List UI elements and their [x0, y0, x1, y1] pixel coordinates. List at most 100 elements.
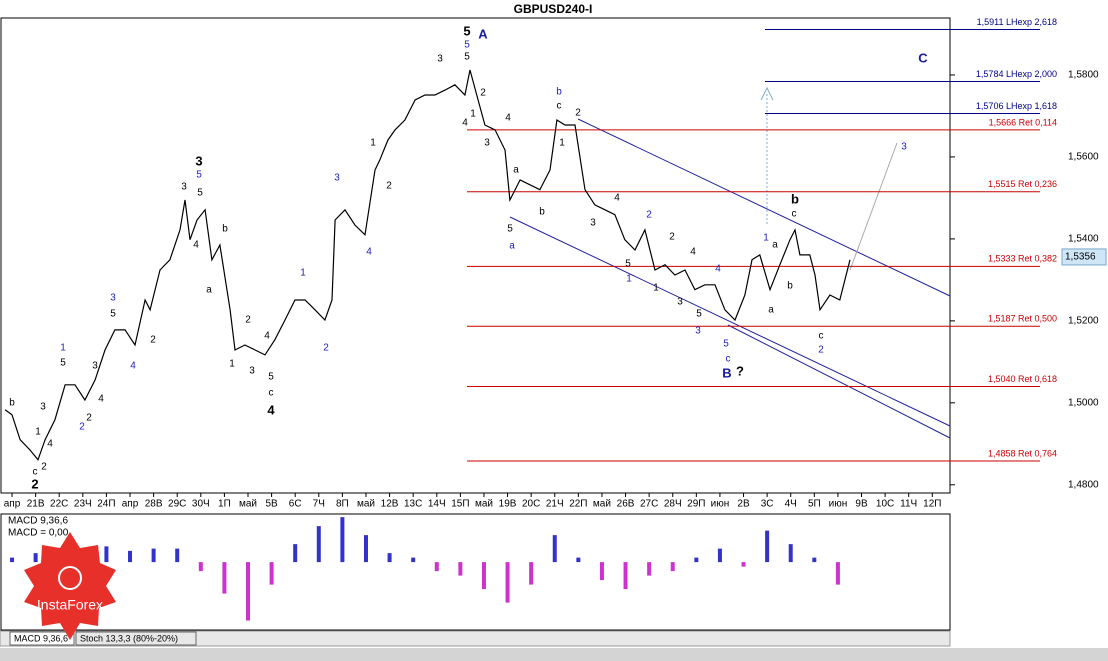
macd-bar — [33, 553, 38, 563]
macd-bar — [529, 562, 534, 585]
x-tick-label: 4Ч — [785, 499, 797, 510]
wave-label: 5 — [60, 358, 66, 369]
wave-label: 2 — [669, 232, 675, 243]
wave-label: 3 — [181, 182, 187, 193]
wave-label: 5 — [464, 52, 470, 63]
wave-label: b — [556, 87, 562, 98]
wave-label: 4 — [690, 247, 696, 258]
logo-badge — [24, 532, 116, 640]
chart-title: GBPUSD240-I — [514, 2, 593, 16]
macd-bar — [363, 535, 368, 563]
status-bar — [0, 648, 1108, 661]
x-tick-label: апр — [4, 499, 21, 510]
wave-label: b — [539, 207, 545, 218]
macd-bar — [812, 557, 817, 563]
x-tick-label: 27С — [640, 499, 658, 510]
x-tick-label: 28Ч — [664, 499, 682, 510]
x-tick-label: 15П — [451, 499, 469, 510]
macd-bar — [552, 535, 557, 563]
wave-label: 4 — [366, 247, 372, 258]
wave-label: 1 — [763, 233, 769, 244]
macd-bar — [576, 557, 581, 563]
x-tick-label: май — [475, 499, 493, 510]
macd-frame — [0, 513, 951, 631]
wave-label: 4 — [614, 193, 620, 204]
wave-label: 1 — [229, 359, 235, 370]
wave-label: 4 — [47, 439, 53, 450]
wave-label: 3 — [677, 297, 683, 308]
macd-bar — [269, 562, 274, 585]
wave-label: 4 — [264, 331, 270, 342]
wave-label: 3 — [334, 173, 340, 184]
x-tick-label: 23Ч — [74, 499, 92, 510]
x-tick-label: 5П — [808, 499, 821, 510]
macd-bar — [788, 544, 793, 563]
wave-label: 4 — [267, 402, 275, 417]
x-tick-label: 30Ч — [192, 499, 210, 510]
wave-label: 1 — [300, 268, 306, 279]
x-tick-label: июн — [711, 499, 730, 510]
wave-label: a — [513, 165, 519, 176]
macd-bar — [222, 562, 227, 594]
macd-bar — [340, 517, 345, 563]
tab-label[interactable]: Stoch 13,3,3 (80%-20%) — [80, 633, 178, 643]
y-tick-label: 1,5000 — [1068, 397, 1099, 408]
x-tick-label: 22П — [569, 499, 587, 510]
x-tick-label: 2В — [737, 499, 750, 510]
wave-label: 3 — [695, 326, 701, 337]
wave-label: 4 — [130, 361, 136, 372]
macd-bar — [670, 562, 675, 572]
logo-text: InstaForex — [37, 597, 103, 613]
wave-label: 4 — [715, 264, 721, 275]
x-tick-label: июн — [829, 499, 848, 510]
wave-label: 5 — [268, 372, 274, 383]
wave-label: 3 — [249, 366, 255, 377]
x-tick-label: 29П — [687, 499, 705, 510]
y-tick-label: 1,5400 — [1068, 234, 1099, 245]
macd-bar — [835, 562, 840, 585]
x-tick-label: 8П — [336, 499, 349, 510]
wave-label: 1 — [470, 109, 476, 120]
wave-label: 3 — [195, 153, 202, 168]
macd-bar — [175, 548, 180, 563]
macd-bar — [104, 546, 109, 563]
wave-label: B — [722, 365, 731, 380]
wave-label: 2 — [818, 345, 824, 356]
x-tick-label: 29С — [168, 499, 186, 510]
wave-label: b — [222, 224, 228, 235]
wave-label: 4 — [505, 113, 511, 124]
level-label: 1,5040 Ret 0,618 — [988, 374, 1057, 384]
wave-label: 1 — [35, 427, 41, 438]
wave-label: 4 — [462, 118, 468, 129]
y-tick-label: 1,5200 — [1068, 316, 1099, 327]
wave-label: 1 — [60, 343, 66, 354]
channel-line — [509, 216, 951, 427]
x-tick-label: 19В — [499, 499, 517, 510]
level-label: 1,5187 Ret 0,500 — [988, 314, 1057, 324]
x-tick-label: 7Ч — [313, 499, 325, 510]
wave-label: c — [269, 388, 274, 399]
wave-label: 5 — [625, 259, 631, 270]
x-tick-label: 28В — [145, 499, 163, 510]
x-tick-label: 10С — [876, 499, 894, 510]
macd-bar — [151, 548, 156, 563]
tab[interactable] — [9, 631, 75, 646]
wave-label: 5 — [196, 170, 202, 181]
wave-label: 2 — [323, 343, 329, 354]
y-tick-label: 1,5800 — [1068, 70, 1099, 81]
wave-label: 1 — [559, 138, 565, 149]
x-tick-label: 14Ч — [428, 499, 446, 510]
macd-bar — [10, 557, 15, 563]
macd-bar — [647, 562, 652, 576]
logo-icon — [58, 566, 82, 590]
tab-label[interactable]: MACD 9,36,6 — [14, 633, 68, 643]
wave-label: 5 — [463, 23, 470, 38]
macd-bar — [198, 562, 203, 572]
wave-label: c — [557, 101, 562, 112]
wave-label: 1 — [653, 283, 659, 294]
x-tick-label: 6С — [289, 499, 302, 510]
x-tick-label: 12П — [923, 499, 941, 510]
tab[interactable] — [75, 631, 197, 646]
wave-label: c — [726, 354, 731, 365]
wave-label: 5 — [696, 309, 702, 320]
